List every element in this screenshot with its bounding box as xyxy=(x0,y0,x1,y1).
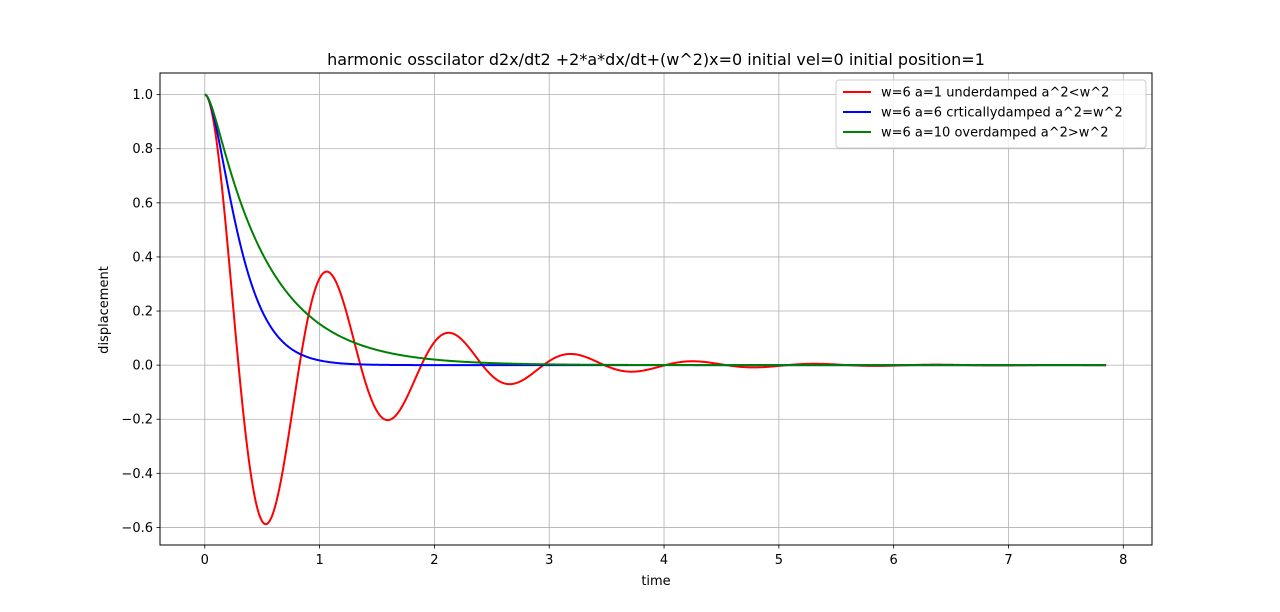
y-axis-title: displacement xyxy=(97,266,112,354)
x-axis-title: time xyxy=(641,574,670,589)
x-tick-label: 5 xyxy=(775,553,783,568)
legend-items: w=6 a=1 underdamped a^2<w^2 w=6 a=6 crtic… xyxy=(843,86,1123,141)
y-tick-label: 1.0 xyxy=(132,88,153,103)
series-line-3 xyxy=(204,93,1107,367)
x-tick-label: 1 xyxy=(315,553,323,568)
x-tick-label: 0 xyxy=(201,553,209,568)
plot-series xyxy=(204,93,1107,526)
legend-box xyxy=(835,79,1147,149)
legend-label-3: w=6 a=10 overdamped a^2>w^2 xyxy=(881,126,1109,141)
y-tick-label: 0.8 xyxy=(132,142,153,157)
x-tick-label: 6 xyxy=(890,553,898,568)
x-tick-label: 4 xyxy=(660,553,668,568)
x-tick-label: 2 xyxy=(430,553,438,568)
x-tick-label: 3 xyxy=(545,553,553,568)
axes-frame xyxy=(159,72,1153,546)
y-tick-label: 0.4 xyxy=(132,250,153,265)
legend-label-2: w=6 a=6 crticallydamped a^2=w^2 xyxy=(881,106,1123,121)
x-tick-label: 8 xyxy=(1119,553,1127,568)
axis-ticks: 0 1 2 3 4 5 6 7 8 −0.6 −0.4 −0.2 0.0 0.2 0.4 0.6 0.8 1.0 xyxy=(121,88,1127,568)
legend-label-1: w=6 a=1 underdamped a^2<w^2 xyxy=(881,86,1109,101)
y-tick-label: −0.2 xyxy=(121,413,153,428)
legend: w=6 a=1 underdamped a^2<w^2 w=6 a=6 crtic… xyxy=(835,79,1147,149)
y-tick-label: 0.0 xyxy=(132,359,153,374)
chart-title: harmonic osscilator d2x/dt2 +2*a*dx/dt+(… xyxy=(327,50,985,69)
y-tick-label: −0.4 xyxy=(121,467,153,482)
y-tick-label: 0.2 xyxy=(132,305,153,320)
y-tick-label: 0.6 xyxy=(132,196,153,211)
y-tick-label: −0.6 xyxy=(121,521,153,536)
x-tick-label: 7 xyxy=(1004,553,1012,568)
series-line-1 xyxy=(204,93,1107,526)
